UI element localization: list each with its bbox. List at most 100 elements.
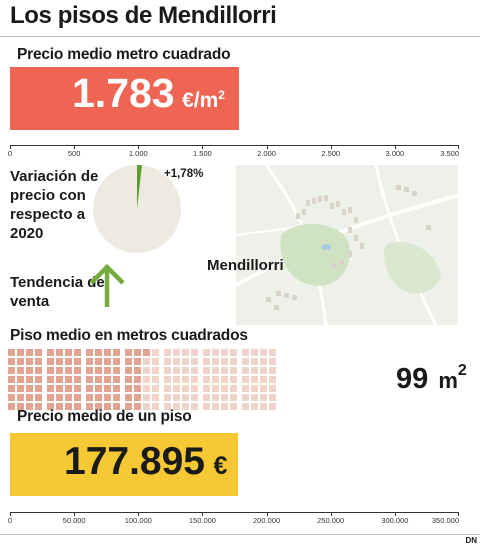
price-sqm-unit: €/m2	[182, 88, 225, 112]
waffle-cell-filled	[95, 394, 102, 401]
waffle-cell-filled	[104, 349, 111, 356]
location-map	[236, 165, 458, 325]
waffle-cell-empty	[173, 376, 180, 383]
waffle-cell-filled	[74, 403, 81, 410]
waffle-cell-empty	[173, 358, 180, 365]
piso-unit: €	[213, 452, 228, 480]
waffle-cell-filled	[35, 403, 42, 410]
waffle-cell-empty	[203, 367, 210, 374]
waffle-cell-empty	[212, 403, 219, 410]
axis-tick	[74, 512, 76, 516]
waffle-cell-filled	[8, 367, 15, 374]
waffle-cell-filled	[113, 367, 120, 374]
axis-tick	[330, 145, 332, 149]
waffle-cell-empty	[221, 376, 228, 383]
waffle-cell-empty	[269, 385, 276, 392]
waffle-cell-empty	[230, 403, 237, 410]
waffle-cell-filled	[86, 385, 93, 392]
waffle-cell-filled	[26, 367, 33, 374]
waffle-cell-filled	[17, 349, 24, 356]
waffle-cell-filled	[95, 358, 102, 365]
waffle-cell-empty	[230, 376, 237, 383]
waffle-cell-empty	[143, 367, 150, 374]
waffle-cell-filled	[8, 385, 15, 392]
waffle-cell-empty	[221, 385, 228, 392]
axis-tick-label: 2.000	[257, 149, 276, 158]
waffle-cell-empty	[242, 367, 249, 374]
waffle-cell-filled	[56, 403, 63, 410]
waffle-cell-empty	[203, 403, 210, 410]
waffle-cell-filled	[125, 403, 132, 410]
waffle-cell-empty	[173, 349, 180, 356]
axis-tick-label: 250.000	[317, 516, 345, 525]
waffle-cell-filled	[65, 403, 72, 410]
waffle-cell-filled	[134, 367, 141, 374]
waffle-cell-empty	[242, 376, 249, 383]
waffle-cell-filled	[65, 358, 72, 365]
waffle-cell-filled	[65, 367, 72, 374]
waffle-cell-filled	[74, 349, 81, 356]
waffle-cell-filled	[125, 358, 132, 365]
waffle-cell-filled	[65, 394, 72, 401]
waffle-cell-empty	[230, 385, 237, 392]
waffle-cell-empty	[251, 349, 258, 356]
waffle-cell-filled	[47, 367, 54, 374]
waffle-cell-empty	[230, 358, 237, 365]
waffle-cell-empty	[221, 403, 228, 410]
piso-price-bar	[10, 433, 239, 496]
waffle-cell-filled	[113, 394, 120, 401]
waffle-cell-empty	[242, 394, 249, 401]
waffle-cell-filled	[113, 349, 120, 356]
axis-tick	[138, 145, 140, 149]
waffle-cell-filled	[26, 394, 33, 401]
axis-tick-label: 3.000	[385, 149, 405, 158]
waffle-cell-empty	[152, 403, 159, 410]
waffle-cell-empty	[242, 349, 249, 356]
variation-pie	[93, 164, 181, 253]
waffle-cell-empty	[242, 358, 249, 365]
waffle-cell-filled	[86, 367, 93, 374]
waffle-cell-empty	[260, 367, 267, 374]
waffle-cell-filled	[134, 358, 141, 365]
waffle-cell-empty	[269, 349, 276, 356]
waffle-cell-empty	[203, 349, 210, 356]
waffle-cell-filled	[8, 376, 15, 383]
waffle-cell-empty	[260, 394, 267, 401]
waffle-cell-filled	[134, 376, 141, 383]
waffle-cell-filled	[17, 385, 24, 392]
waffle-cell-empty	[164, 394, 171, 401]
sqm-value: 99 m2	[396, 362, 467, 396]
waffle-cell-filled	[95, 367, 102, 374]
waffle-cell-filled	[17, 403, 24, 410]
waffle-cell-filled	[104, 367, 111, 374]
waffle-cell-empty	[191, 385, 198, 392]
axis-tick	[138, 512, 140, 516]
axis-tick-label: 1.500	[193, 149, 212, 158]
waffle-cell-empty	[164, 376, 171, 383]
waffle-cell-filled	[47, 385, 54, 392]
piso-value: 177.895 €	[64, 440, 227, 484]
waffle-cell-empty	[173, 403, 180, 410]
waffle-cell-empty	[152, 349, 159, 356]
waffle-cell-empty	[203, 385, 210, 392]
waffle-cell-filled	[86, 403, 93, 410]
waffle-cell-filled	[86, 358, 93, 365]
waffle-cell-filled	[35, 349, 42, 356]
waffle-cell-empty	[251, 403, 258, 410]
waffle-cell-empty	[260, 385, 267, 392]
price-sqm-number: 1.783	[72, 70, 175, 116]
waffle-cell-empty	[260, 403, 267, 410]
waffle-cell-empty	[143, 385, 150, 392]
waffle-cell-filled	[26, 349, 33, 356]
title-divider	[0, 36, 480, 37]
waffle-cell-empty	[269, 358, 276, 365]
waffle-cell-empty	[251, 394, 258, 401]
waffle-cell-empty	[143, 358, 150, 365]
waffle-cell-empty	[242, 403, 249, 410]
waffle-cell-empty	[191, 367, 198, 374]
waffle-cell-empty	[251, 358, 258, 365]
waffle-cell-filled	[95, 403, 102, 410]
axis-tick	[10, 145, 11, 149]
waffle-cell-empty	[269, 403, 276, 410]
waffle-cell-filled	[17, 394, 24, 401]
